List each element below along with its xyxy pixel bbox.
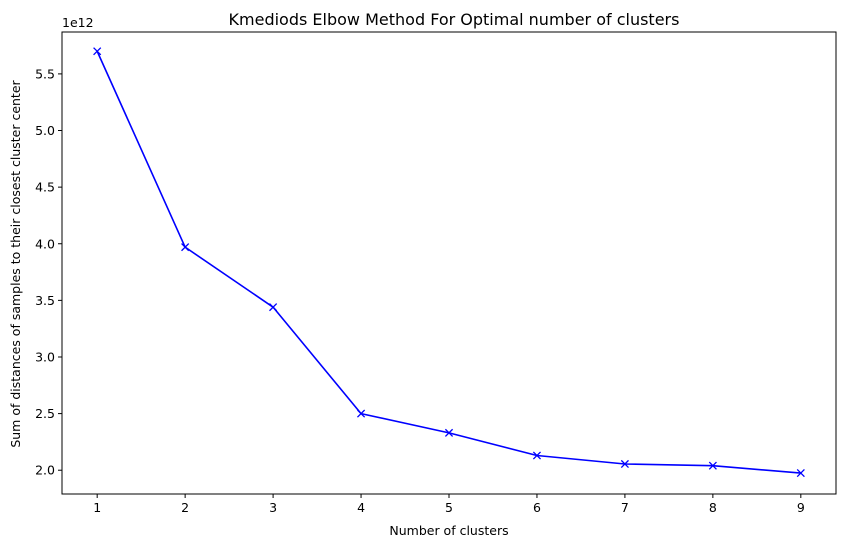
x-axis-label: Number of clusters	[389, 523, 508, 538]
data-point-marker	[532, 451, 542, 460]
data-point-marker	[93, 47, 102, 56]
y-tick-label: 3.0	[35, 349, 55, 364]
data-point-marker	[620, 459, 629, 469]
x-tick-label: 8	[709, 500, 717, 515]
x-tick-label: 1	[93, 500, 101, 515]
x-tick-label: 2	[181, 500, 189, 515]
y-tick-label: 3.5	[35, 293, 55, 308]
y-tick-label: 5.5	[35, 66, 55, 81]
y-ticks: 2.0 2.5 3.0 3.5 4.0 4.5 5.0 5.5	[35, 66, 62, 478]
chart-title: Kmediods Elbow Method For Optimal number…	[229, 10, 680, 29]
x-tick-label: 9	[797, 500, 805, 515]
x-tick-label: 4	[357, 500, 365, 515]
x-ticks: 1 2 3 4 5 6 7 8 9	[93, 494, 805, 515]
y-tick-label: 5.0	[35, 123, 55, 138]
y-offset-label: 1e12	[62, 15, 94, 30]
x-tick-label: 6	[533, 500, 541, 515]
data-point-marker	[356, 409, 366, 418]
data-point-marker	[796, 468, 805, 478]
data-point-marker	[444, 428, 454, 437]
y-tick-label: 2.5	[35, 406, 55, 421]
x-tick-label: 7	[621, 500, 629, 515]
series-group	[93, 47, 805, 478]
data-point-marker	[269, 303, 278, 312]
y-axis-label: Sum of distances of samples to their clo…	[8, 79, 23, 447]
plot-area	[61, 31, 837, 495]
y-tick-label: 4.5	[35, 180, 55, 195]
y-tick-label: 2.0	[35, 463, 55, 478]
data-point-marker	[181, 243, 190, 252]
x-tick-label: 3	[269, 500, 277, 515]
data-point-marker	[708, 461, 717, 470]
x-tick-label: 5	[445, 500, 453, 515]
y-tick-label: 4.0	[35, 236, 55, 251]
